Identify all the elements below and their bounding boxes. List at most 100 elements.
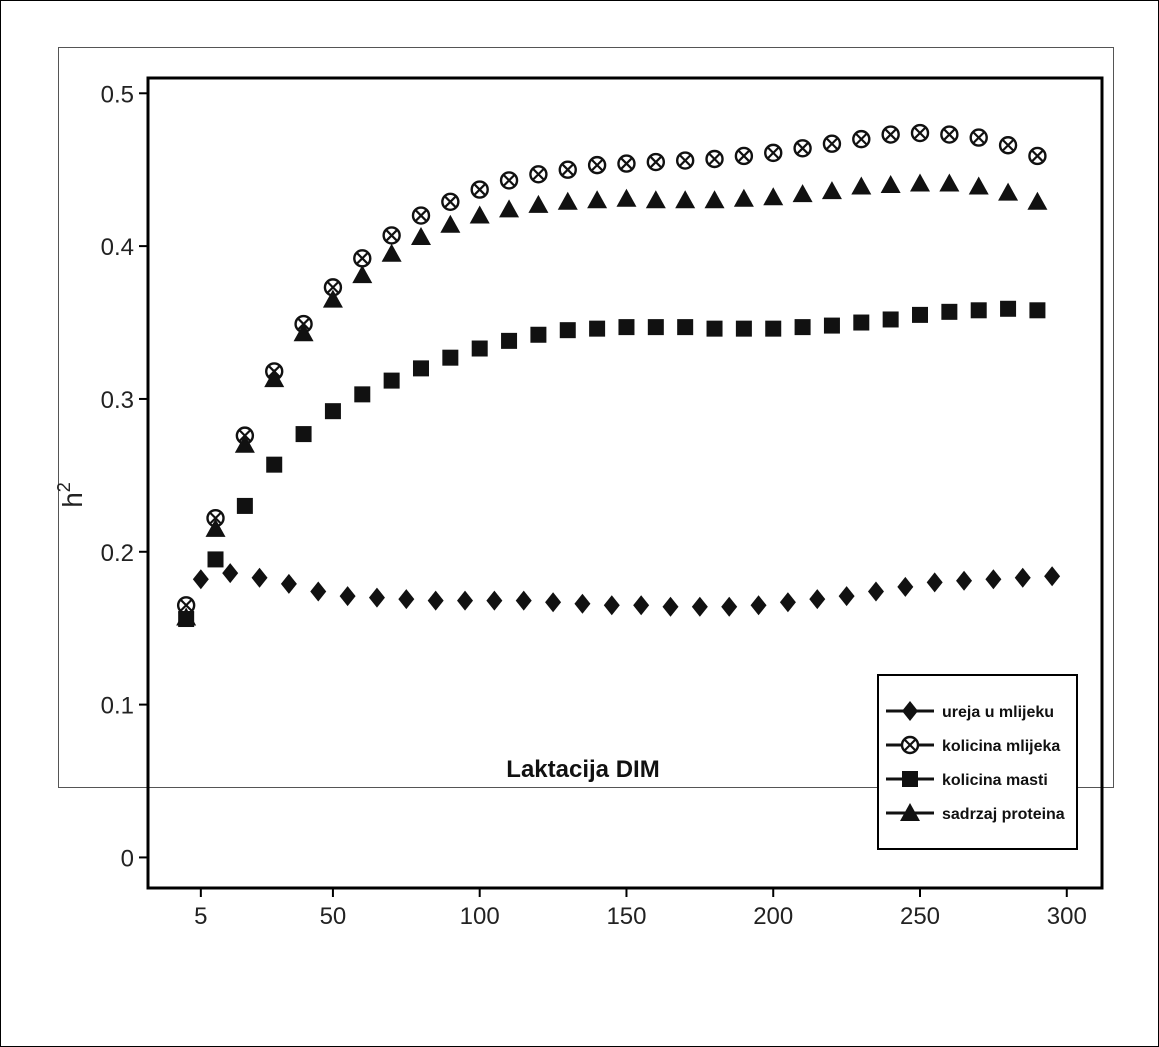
point-square-8 (412, 360, 429, 377)
legend-entry-2: kolicina masti (886, 771, 1048, 789)
point-triangle-18 (704, 190, 725, 209)
point-diamond-29 (1014, 567, 1031, 588)
point-diamond-9 (427, 590, 444, 611)
point-triangle-24 (880, 174, 901, 193)
series-square (178, 300, 1046, 628)
point-diamond-24 (867, 581, 884, 602)
point-crossed-circle-28 (998, 136, 1018, 155)
point-square-2 (236, 497, 253, 514)
point-triangle-26 (939, 173, 960, 192)
point-triangle-11 (499, 199, 520, 218)
point-square-27 (970, 302, 987, 319)
y-axis: 0 0.1 0.2 0.3 0.4 0.5 (101, 81, 148, 872)
series-layer (176, 123, 1061, 628)
point-square-9 (442, 349, 459, 366)
point-triangle-6 (352, 265, 373, 284)
x-tick-label-5: 250 (900, 903, 940, 930)
point-square-4 (295, 426, 312, 443)
point-triangle-22 (821, 181, 842, 200)
point-diamond-25 (897, 576, 914, 597)
x-tick-label-4: 200 (753, 903, 793, 930)
legend-marker-0 (902, 701, 918, 721)
point-triangle-21 (792, 184, 813, 203)
point-diamond-16 (633, 595, 650, 616)
point-crossed-circle-10 (470, 180, 489, 199)
point-diamond-28 (985, 569, 1002, 590)
point-diamond-20 (750, 595, 767, 616)
point-triangle-5 (322, 289, 343, 308)
point-crossed-circle-15 (617, 154, 636, 173)
y-tick-label-5: 0.5 (101, 81, 134, 108)
point-triangle-27 (968, 176, 989, 195)
point-crossed-circle-17 (675, 151, 695, 170)
point-triangle-23 (851, 176, 872, 195)
point-diamond-4 (280, 573, 297, 594)
point-square-14 (589, 320, 606, 337)
y-tick-label-3: 0.3 (101, 387, 134, 414)
point-triangle-19 (733, 188, 754, 207)
point-crossed-circle-27 (969, 128, 988, 147)
point-triangle-9 (440, 214, 461, 233)
point-diamond-21 (779, 592, 796, 613)
point-square-20 (765, 320, 782, 337)
point-diamond-26 (926, 572, 943, 593)
point-triangle-20 (763, 187, 784, 206)
legend-label-1: kolicina mlijeka (942, 738, 1060, 755)
point-triangle-4 (293, 323, 314, 342)
point-diamond-10 (457, 590, 474, 611)
point-crossed-circle-19 (734, 146, 754, 166)
point-crossed-circle-14 (587, 155, 607, 175)
point-triangle-10 (469, 205, 490, 224)
point-square-29 (1029, 302, 1046, 319)
point-triangle-8 (410, 226, 431, 245)
legend-entry-3: sadrzaj proteina (886, 803, 1065, 823)
point-triangle-16 (645, 190, 666, 209)
point-crossed-circle-6 (353, 249, 372, 268)
series-crossed-circle (176, 123, 1047, 615)
point-triangle-17 (675, 190, 696, 209)
legend-label-3: sadrzaj proteina (942, 806, 1065, 823)
y-axis-label: h2 (54, 482, 88, 508)
point-diamond-3 (251, 567, 268, 588)
point-square-15 (618, 319, 635, 336)
point-crossed-circle-24 (881, 125, 900, 144)
point-diamond-19 (721, 596, 738, 617)
legend-marker-3 (900, 803, 920, 821)
point-triangle-13 (557, 191, 578, 210)
point-crossed-circle-11 (499, 171, 519, 190)
point-diamond-23 (838, 586, 855, 607)
point-triangle-29 (1027, 191, 1048, 210)
point-crossed-circle-8 (411, 206, 431, 225)
x-axis-label: Laktacija DIM (506, 756, 659, 783)
point-square-11 (501, 332, 518, 349)
point-square-3 (266, 456, 283, 473)
plot-area-border (146, 76, 1104, 890)
x-tick-label-2: 100 (460, 903, 500, 930)
point-square-26 (941, 303, 958, 320)
point-diamond-18 (691, 596, 708, 617)
point-diamond-30 (1044, 566, 1061, 587)
point-crossed-circle-16 (646, 152, 666, 172)
point-crossed-circle-26 (940, 125, 959, 144)
legend-entry-1: kolicina mlijeka (886, 735, 1060, 755)
point-diamond-27 (956, 570, 973, 591)
point-crossed-circle-23 (852, 129, 871, 149)
point-square-7 (383, 372, 400, 389)
legend-label-0: ureja u mlijeku (942, 704, 1054, 721)
point-square-6 (354, 386, 371, 403)
point-square-1 (207, 551, 224, 568)
x-tick-label-6: 300 (1047, 903, 1087, 930)
point-triangle-25 (910, 173, 931, 192)
point-triangle-3 (264, 369, 285, 388)
point-diamond-6 (339, 586, 356, 607)
y-tick-label-1: 0.1 (101, 693, 134, 720)
point-crossed-circle-29 (1028, 146, 1047, 166)
y-tick-label-2: 0.2 (101, 540, 134, 567)
point-diamond-14 (574, 593, 591, 614)
x-tick-label-0: 5 (194, 903, 207, 930)
point-crossed-circle-12 (529, 165, 548, 184)
point-diamond-22 (809, 589, 826, 610)
point-crossed-circle-20 (764, 143, 783, 163)
legend-entry-0: ureja u mlijeku (886, 701, 1054, 721)
